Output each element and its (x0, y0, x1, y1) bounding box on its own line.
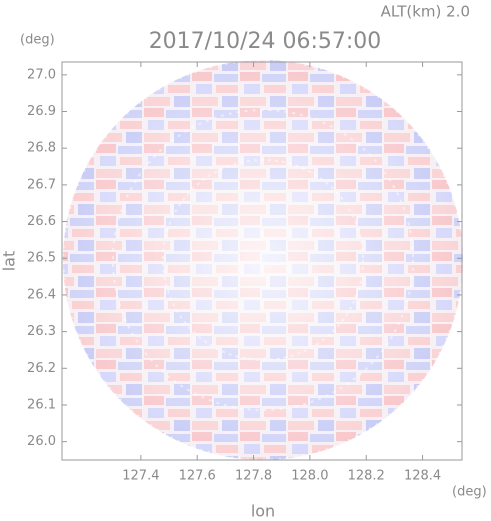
y-tick-label: 26.4 (27, 287, 56, 302)
y-tick-label: 26.1 (27, 397, 56, 412)
x-tick-label: 128.4 (404, 469, 441, 484)
y-tick-label: 26.8 (27, 141, 56, 156)
plot-frame (61, 61, 463, 461)
x-tick-label: 127.8 (235, 469, 272, 484)
x-axis-label: lon (251, 502, 275, 521)
x-tick-label: 127.4 (122, 469, 159, 484)
x-tick-label: 127.6 (179, 469, 216, 484)
y-tick-label: 26.7 (27, 177, 56, 192)
y-unit: (deg) (20, 33, 55, 48)
chart-title: 2017/10/24 06:57:00 (149, 29, 382, 54)
y-tick-label: 26.9 (27, 104, 56, 119)
radar-field (61, 58, 465, 462)
x-unit: (deg) (452, 485, 487, 500)
x-tick-label: 128.0 (291, 469, 328, 484)
y-tick-label: 26.3 (27, 324, 56, 339)
y-tick-label: 26.0 (27, 434, 56, 449)
subtitle: ALT(km) 2.0 (381, 3, 470, 21)
y-axis-label: lat (0, 251, 19, 272)
y-tick-label: 26.6 (27, 214, 56, 229)
y-tick-label: 26.5 (27, 251, 56, 266)
y-tick-label: 26.2 (27, 361, 56, 376)
y-tick-label: 27.0 (27, 67, 56, 82)
x-tick-label: 128.2 (348, 469, 385, 484)
